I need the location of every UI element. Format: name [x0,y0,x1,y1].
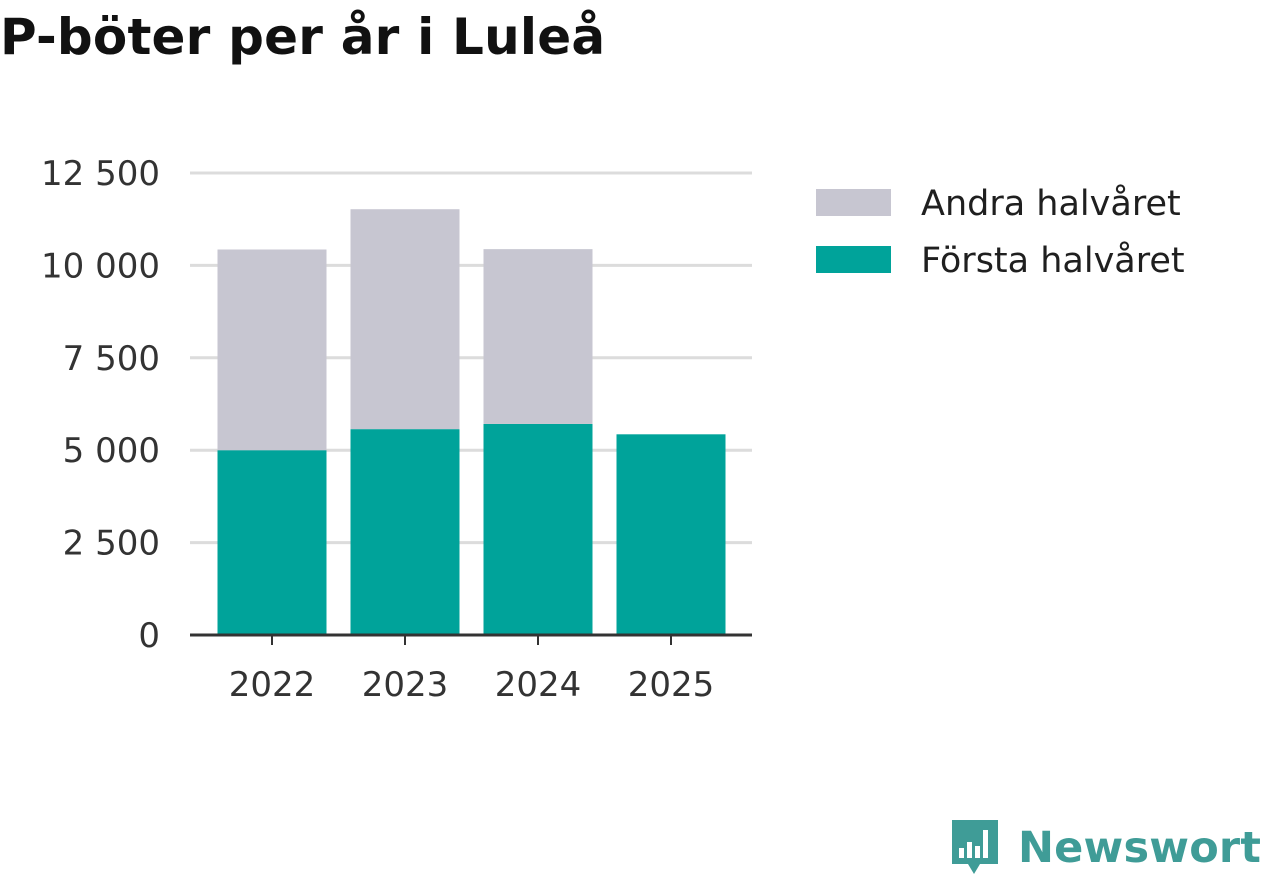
x-tick-label: 2024 [495,665,582,705]
newsworthy-logo-icon [952,820,998,874]
y-tick-label: 2 500 [63,524,160,564]
legend: Andra halvåret Första halvåret [816,183,1185,281]
legend-swatch [816,189,891,216]
bar-2023-andra [350,209,460,430]
axes: 0 2 500 5 000 7 500 10 000 12 500 2022 2023 2024… [41,154,752,705]
bar-2025-forsta [616,434,726,635]
newsworthy-logo-text: Newsworthy [1018,823,1262,873]
legend-label: Andra halvåret [921,183,1181,224]
y-tick-label: 5 000 [63,431,160,471]
x-tick-label: 2023 [362,665,449,705]
x-tick-label: 2022 [229,665,316,705]
y-tick-label: 7 500 [63,339,160,379]
bar-2023-forsta [350,429,460,635]
y-tick-label: 10 000 [41,246,160,286]
bar-2024-andra [483,249,593,424]
legend-swatch [816,246,891,273]
newsworthy-logo: Newsworthy [950,818,1262,878]
bars [217,209,726,635]
bar-2024-forsta [483,423,593,635]
x-tick-label: 2025 [628,665,715,705]
bar-2022-andra [217,249,327,451]
chart-title: P-böter per år i Luleå [0,8,606,66]
y-tick-label: 12 500 [41,154,160,194]
y-tick-label: 0 [138,616,160,656]
bar-2022-forsta [217,450,327,635]
legend-label: Första halvåret [921,240,1185,281]
